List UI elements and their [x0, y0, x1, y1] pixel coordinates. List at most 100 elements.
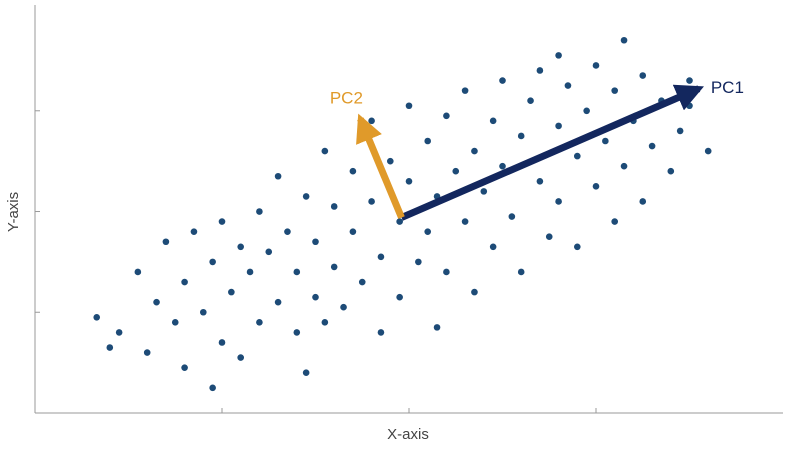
- point: [218, 218, 226, 225]
- point: [555, 122, 562, 130]
- point: [302, 369, 310, 377]
- point: [377, 329, 385, 336]
- point: [480, 188, 488, 195]
- point: [704, 147, 712, 155]
- point: [499, 162, 506, 170]
- point: [611, 218, 618, 225]
- point: [312, 238, 319, 246]
- point: [424, 228, 432, 235]
- point: [190, 228, 198, 235]
- point: [489, 117, 497, 125]
- point: [93, 313, 101, 321]
- point: [471, 288, 478, 296]
- point: [330, 203, 338, 210]
- point: [508, 213, 516, 220]
- arrow: [356, 113, 405, 219]
- point: [228, 288, 235, 296]
- point: [265, 248, 273, 256]
- point: [312, 293, 319, 301]
- point: [218, 339, 226, 346]
- point: [162, 238, 170, 246]
- point: [293, 329, 301, 336]
- point: [517, 268, 525, 276]
- point: [583, 107, 590, 115]
- point: [387, 157, 394, 165]
- point: [639, 198, 647, 205]
- point: [134, 268, 142, 276]
- point: [592, 62, 600, 69]
- point: [153, 298, 160, 306]
- point: [611, 87, 618, 94]
- point: [256, 208, 263, 215]
- point: [302, 193, 310, 200]
- point: [396, 293, 403, 301]
- point: [424, 137, 432, 145]
- point: [274, 298, 282, 306]
- point: [648, 142, 656, 150]
- point: [396, 218, 403, 225]
- point: [200, 308, 207, 316]
- point: [574, 152, 581, 160]
- point: [592, 183, 600, 190]
- point: [461, 218, 469, 225]
- point: [209, 258, 216, 266]
- point: [377, 253, 385, 261]
- point: [405, 102, 413, 110]
- point: [517, 132, 525, 140]
- point: [349, 228, 357, 235]
- point: [527, 97, 534, 105]
- point: [452, 167, 460, 175]
- x-axis-title: X-axis: [387, 426, 429, 443]
- point: [443, 268, 450, 276]
- point: [321, 147, 329, 155]
- y-axis-title: Y-axis: [5, 192, 22, 232]
- point: [274, 172, 282, 180]
- point: [564, 82, 572, 89]
- point: [330, 263, 338, 271]
- point: [237, 354, 244, 361]
- point: [620, 162, 628, 170]
- point: [676, 127, 684, 135]
- point: [246, 268, 254, 276]
- arrow: [400, 84, 704, 221]
- point: [667, 167, 675, 175]
- point: [443, 112, 450, 120]
- point: [639, 72, 647, 79]
- point: [499, 77, 506, 84]
- point: [555, 198, 562, 205]
- point: [209, 384, 216, 392]
- point: [237, 243, 244, 251]
- point: [368, 117, 375, 125]
- point: [181, 364, 188, 371]
- point: [471, 147, 478, 155]
- point: [536, 177, 544, 185]
- point: [143, 349, 151, 356]
- point: [284, 228, 291, 235]
- point: [602, 137, 609, 145]
- point: [686, 102, 693, 110]
- point: [415, 258, 422, 266]
- point: [181, 278, 188, 286]
- point: [620, 36, 628, 44]
- point: [489, 243, 497, 251]
- point: [106, 344, 114, 351]
- point: [433, 324, 441, 331]
- point: [115, 329, 123, 336]
- point: [536, 67, 544, 74]
- arrow-label: PC2: [330, 88, 363, 107]
- point: [686, 77, 693, 84]
- point: [293, 268, 301, 276]
- point: [545, 233, 553, 241]
- point: [574, 243, 581, 251]
- point: [256, 319, 263, 326]
- point: [349, 167, 357, 175]
- arrow-label: PC1: [711, 78, 744, 97]
- point: [368, 198, 375, 205]
- point: [555, 52, 562, 59]
- point: [358, 278, 366, 286]
- point: [461, 87, 469, 94]
- point: [321, 319, 329, 326]
- point: [405, 177, 413, 185]
